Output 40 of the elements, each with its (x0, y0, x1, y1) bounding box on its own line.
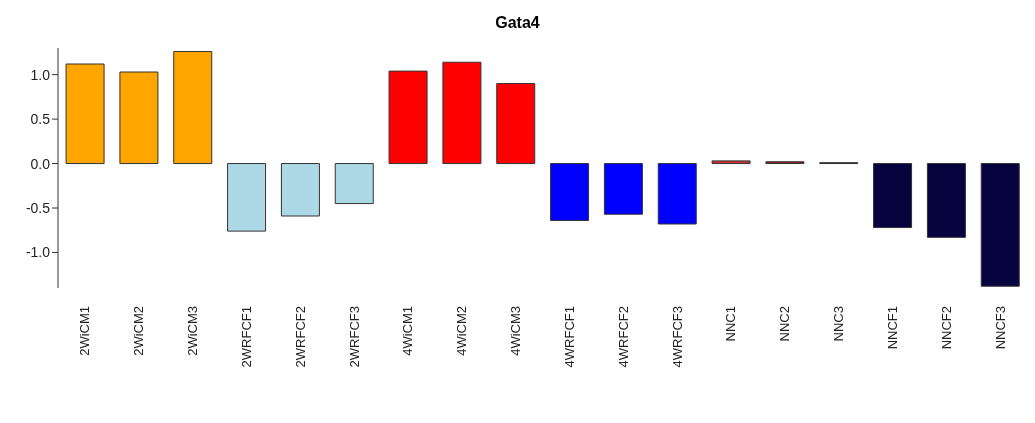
x-tick-label: 4WiCM2 (454, 306, 470, 356)
y-tick-label: 0.0 (30, 155, 51, 172)
bar (657, 163, 697, 225)
bar (119, 71, 159, 165)
x-tick-label: 4WiCM3 (508, 306, 524, 356)
bar (280, 163, 320, 217)
bar (496, 83, 536, 165)
x-tick-label: 2WRFCF1 (238, 306, 254, 368)
x-tick-label: 4WRFCF3 (669, 306, 685, 368)
x-tick-label: 2WiCM2 (131, 306, 147, 356)
x-tick-label: 2WRFCF3 (346, 306, 362, 368)
y-tick-label: -1.0 (25, 244, 51, 261)
bar (926, 163, 966, 238)
x-tick-label: NNC2 (777, 306, 793, 342)
bar (603, 163, 643, 215)
chart-title: Gata4 (494, 13, 541, 33)
x-tick-label: 2WiCM1 (77, 306, 93, 356)
bar (442, 61, 482, 165)
bar (227, 163, 267, 232)
x-tick-label: 2WRFCF2 (292, 306, 308, 368)
x-tick-label: NNCF1 (884, 306, 900, 350)
bar (173, 51, 213, 165)
x-tick-label: 4WRFCF1 (561, 306, 577, 368)
y-tick-label: 0.5 (30, 111, 51, 128)
y-tick-label: 1.0 (30, 66, 51, 83)
x-tick-label: NNCF3 (992, 306, 1008, 350)
x-tick-label: 2WiCM3 (185, 306, 201, 356)
bar (65, 63, 105, 165)
x-tick-label: 4WRFCF2 (615, 306, 631, 368)
x-tick-label: 4WiCM1 (400, 306, 416, 356)
bar (550, 163, 590, 221)
bar (873, 163, 913, 229)
bar (980, 163, 1020, 287)
x-tick-label: NNC1 (723, 306, 739, 342)
x-tick-label: NNCF2 (938, 306, 954, 350)
bar (388, 70, 428, 165)
y-tick-label: -0.5 (25, 199, 51, 216)
x-tick-label: NNC3 (831, 306, 847, 342)
bar (711, 160, 751, 165)
bar (334, 163, 374, 205)
